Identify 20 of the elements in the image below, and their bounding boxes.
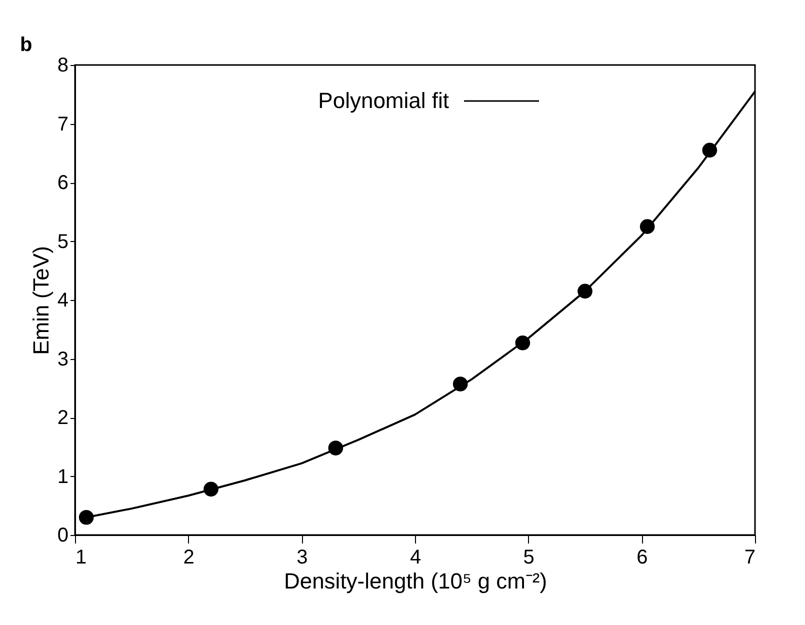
x-tick-label: 4 <box>410 546 422 568</box>
y-tick-label: 6 <box>57 172 68 194</box>
y-tick-label: 7 <box>57 113 68 136</box>
x-tick-label: 7 <box>744 546 756 568</box>
x-tick-label: 3 <box>296 546 308 568</box>
y-tick-label: 0 <box>57 524 68 546</box>
text: b <box>20 34 32 56</box>
y-axis-title: Emin (TeV) <box>28 246 54 355</box>
y-tick-label: 3 <box>57 348 68 370</box>
y-tick-label: 2 <box>57 407 68 429</box>
x-axis-title: Density-length (10⁵ g cm⁻²) <box>284 568 548 594</box>
x-tick-label: 2 <box>183 546 194 568</box>
y-tick-label: 5 <box>57 230 68 253</box>
x-tick-label: 6 <box>636 546 648 568</box>
y-tick-label: 8 <box>57 54 68 76</box>
y-tick-label: 4 <box>57 290 68 312</box>
x-tick-label: 1 <box>76 546 87 568</box>
legend-label: Polynomial fit <box>318 88 449 113</box>
y-tick-label: 1 <box>57 466 68 488</box>
x-tick-label: 5 <box>523 546 534 568</box>
